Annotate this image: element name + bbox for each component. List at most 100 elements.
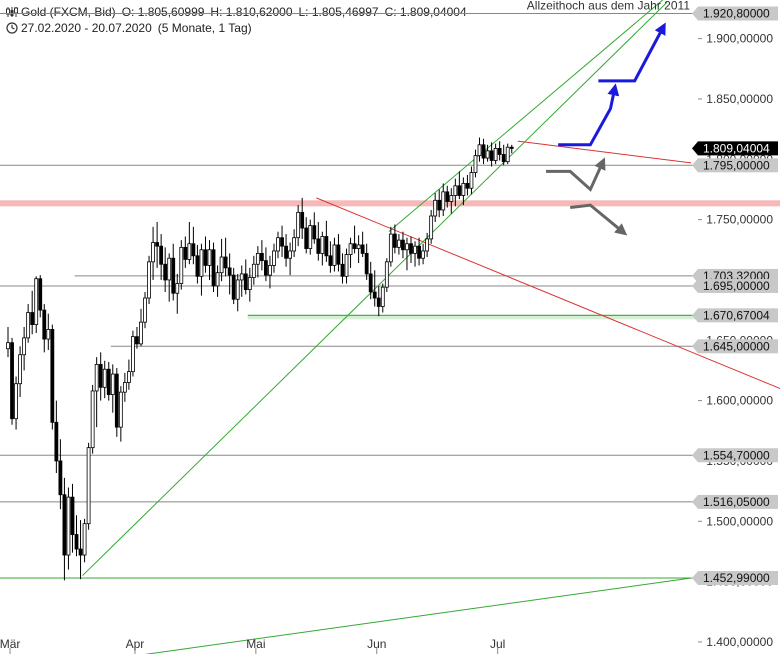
price-label-box [698, 494, 778, 509]
candle [352, 225, 357, 254]
candle [159, 234, 164, 280]
candle-down [489, 150, 494, 161]
candle [127, 359, 131, 390]
candle-down [159, 245, 164, 265]
candle [296, 205, 301, 247]
candle [22, 327, 27, 371]
price-label-pointer [692, 278, 698, 293]
candle-down [155, 242, 160, 247]
candle [259, 240, 264, 271]
candle-down [98, 364, 103, 388]
price-label-box [698, 141, 778, 156]
candle-up [441, 191, 446, 211]
candle-up [425, 238, 430, 252]
candle [368, 261, 373, 300]
candle [433, 193, 438, 223]
candle [94, 357, 99, 428]
candle-down [340, 263, 345, 277]
candle [461, 177, 466, 206]
candle [131, 330, 135, 377]
candle-up [348, 243, 353, 256]
candle [255, 246, 260, 278]
candle-up [380, 286, 385, 307]
candle-up [296, 211, 301, 239]
candle [26, 304, 31, 343]
candle-up [118, 391, 123, 428]
x-tick-label: Jul [490, 637, 505, 651]
candle-down [312, 225, 317, 240]
candle-down [328, 255, 333, 266]
candle-up [251, 263, 256, 278]
candle [473, 149, 478, 178]
candle [280, 225, 284, 258]
candle [437, 189, 442, 218]
candle-up [187, 243, 192, 260]
price-label-text: 1.554,70000 [703, 448, 770, 462]
candle-up [332, 244, 337, 266]
candle-down [392, 233, 397, 248]
candle [207, 240, 212, 280]
price-label: 1.645,00000 [692, 339, 778, 354]
price-label-text: 1.795,00000 [703, 158, 770, 172]
candle [6, 327, 10, 358]
candle-up [505, 146, 510, 163]
candle-down [376, 297, 381, 307]
candle [70, 483, 75, 553]
candle-down [42, 309, 47, 340]
x-tick-label: Mär [0, 637, 20, 651]
candle [10, 337, 14, 425]
candle-down [114, 373, 119, 428]
candle [505, 143, 510, 165]
candle [199, 243, 204, 296]
candle [348, 237, 353, 268]
price-label-pointer [692, 448, 698, 463]
resistance-trendline [316, 197, 780, 390]
candle-up [26, 312, 31, 339]
candle-up [288, 250, 293, 259]
price-label-pointer [692, 494, 698, 509]
candle [247, 267, 252, 302]
candle-up [320, 236, 325, 254]
candle [203, 236, 208, 273]
candle [340, 253, 345, 284]
candle [62, 477, 67, 581]
candle [453, 178, 458, 207]
candle-up [143, 297, 147, 323]
price-label-pointer [692, 339, 698, 354]
candle-up [207, 249, 212, 266]
candle [445, 185, 450, 208]
candle-up [94, 364, 99, 392]
candle-up [151, 242, 155, 263]
candle-up [344, 254, 349, 277]
price-label: 1.920,80000 [692, 6, 778, 21]
candle-down [135, 336, 139, 345]
candle-down [106, 368, 111, 395]
bullish-target-arrow [598, 22, 666, 83]
candle [397, 234, 401, 255]
candle [82, 518, 87, 563]
candle-up [167, 257, 172, 281]
candle [98, 352, 103, 401]
candle-up [247, 277, 252, 290]
y-tick-label: 1.900,00000 [706, 32, 773, 46]
candle [465, 174, 470, 196]
candle [90, 384, 95, 454]
candles [6, 137, 514, 581]
candle [122, 372, 127, 402]
low-value: L: 1.805,46997 [298, 5, 379, 19]
candle [187, 222, 192, 265]
candle [332, 237, 337, 272]
candle-up [139, 321, 143, 345]
candle [179, 240, 184, 290]
candle-down [183, 246, 188, 260]
candle [151, 226, 155, 280]
candle-down [284, 245, 288, 259]
candle-up [421, 250, 425, 259]
candle-up [179, 246, 184, 284]
y-tick-label: 1.600,00000 [706, 394, 773, 408]
bearish-scenario-arrow-2 [570, 203, 628, 236]
candle [14, 376, 18, 430]
all-time-high-annotation: Allzeithoch aus dem Jahr 2011 [527, 0, 691, 13]
price-label: 1.695,00000 [692, 278, 778, 293]
